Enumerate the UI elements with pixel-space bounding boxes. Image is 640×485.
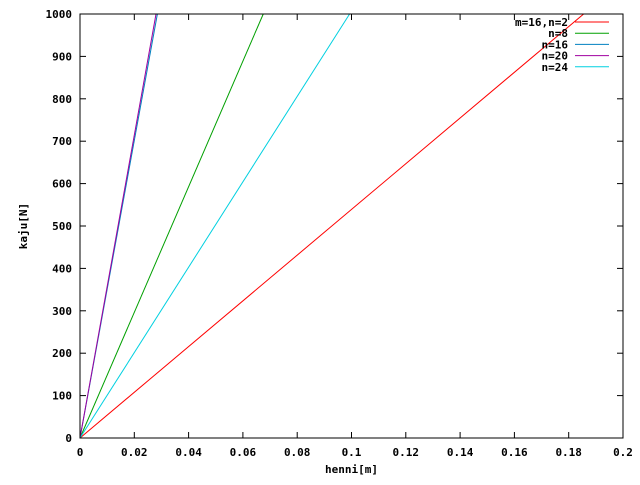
legend: m=16,n=2n=8n=16n=20n=24 [515, 16, 609, 74]
y-axis-label: kaju[N] [17, 203, 30, 249]
y-tick-label: 500 [52, 220, 72, 233]
x-tick-label: 0.1 [342, 446, 362, 459]
y-tick-label: 400 [52, 262, 72, 275]
x-tick-label: 0.04 [175, 446, 202, 459]
x-tick-label: 0 [77, 446, 84, 459]
x-tick-label: 0.08 [284, 446, 311, 459]
legend-label: n=8 [548, 27, 568, 40]
series-line-0 [79, 13, 584, 439]
x-tick-label: 0.16 [501, 446, 528, 459]
legend-label: n=24 [542, 61, 569, 74]
x-axis-label: henni[m] [325, 463, 378, 476]
y-tick-label: 800 [52, 93, 72, 106]
x-tick-label: 0.14 [447, 446, 474, 459]
y-tick-label: 200 [52, 347, 72, 360]
series-line-1 [79, 13, 264, 439]
plot-frame [79, 13, 624, 439]
y-tick-label: 900 [52, 50, 72, 63]
y-tick-label: 100 [52, 390, 72, 403]
legend-label: n=20 [542, 50, 569, 63]
series-line-4 [79, 13, 351, 439]
axis-ticks: 0 0.02 0.04 0.06 0.08 0.1 0.12 0.14 0.16 0.18 0.2 0… [46, 8, 633, 459]
y-tick-label: 300 [52, 305, 72, 318]
x-tick-label: 0.02 [121, 446, 148, 459]
y-tick-label: 1000 [46, 8, 73, 21]
y-tick-label: 0 [65, 432, 72, 445]
series-line-3 [79, 13, 157, 439]
plot-lines [79, 13, 584, 439]
x-tick-label: 0.18 [555, 446, 582, 459]
x-tick-label: 0.2 [613, 446, 633, 459]
y-tick-label: 600 [52, 178, 72, 191]
x-tick-label: 0.06 [230, 446, 257, 459]
legend-label: n=16 [542, 38, 569, 51]
y-tick-label: 700 [52, 135, 72, 148]
x-tick-label: 0.12 [393, 446, 420, 459]
legend-label: m=16,n=2 [515, 16, 568, 29]
